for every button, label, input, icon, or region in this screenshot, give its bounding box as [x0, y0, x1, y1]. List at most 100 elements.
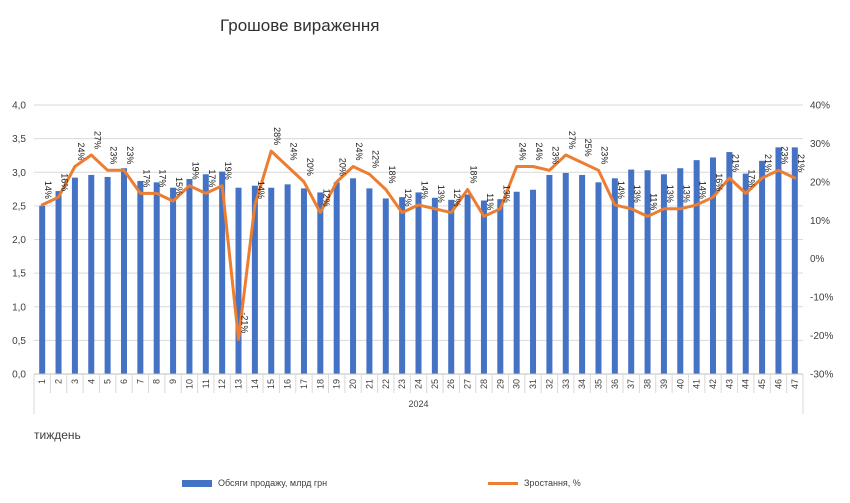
line-series	[40, 149, 797, 341]
bar	[513, 191, 520, 374]
x-tick-label: 30	[512, 379, 522, 389]
data-label: 27%	[567, 131, 577, 149]
x-tick-label: 29	[495, 379, 505, 389]
x-tick-label: 32	[544, 379, 554, 389]
bar	[284, 184, 291, 374]
bar	[595, 182, 602, 374]
x-tick-label: 20	[348, 379, 358, 389]
y-right-axis-ticks: -30% -20% -10% 0% 10% 20% 30% 40%	[810, 101, 833, 381]
x-tick-label: 6	[119, 379, 129, 384]
bar	[153, 182, 160, 374]
data-label: 24%	[289, 142, 299, 160]
line-series-path	[40, 149, 797, 341]
bar	[644, 170, 651, 374]
x-tick-label: 26	[446, 379, 456, 389]
data-label: 13%	[665, 185, 675, 203]
x-tick-label: 45	[757, 379, 767, 389]
legend-item-growth: Зростання, %	[488, 478, 581, 488]
data-label: 21%	[763, 154, 773, 172]
x-tick-label: 31	[528, 379, 538, 389]
data-label: 15%	[174, 177, 184, 195]
bar	[742, 173, 749, 374]
x-tick-label: 3	[70, 379, 80, 384]
bar	[579, 174, 586, 374]
data-labels: 14% 16% 24% 27% 23% 23% 17% 17% 15% 19% 17% 19% -21%…	[43, 127, 806, 333]
bar	[235, 187, 242, 374]
x-group-label: 2024	[408, 399, 428, 409]
y-right-tick-label: 30%	[810, 139, 830, 150]
data-label: 24%	[76, 142, 86, 160]
legend-swatch-bar	[182, 479, 212, 487]
bar	[333, 182, 340, 374]
y-left-tick-label: 2,0	[12, 235, 26, 246]
x-tick-label: 33	[561, 379, 571, 389]
data-label: 16%	[714, 173, 724, 191]
x-tick-label: 22	[381, 379, 391, 389]
x-tick-label: 41	[692, 379, 702, 389]
x-tick-label: 34	[577, 379, 587, 389]
data-label: 11%	[649, 193, 659, 210]
bar	[431, 197, 438, 374]
legend-label-sales: Обсяги продажу, млрд грн	[218, 478, 328, 488]
data-label: 18%	[469, 166, 479, 184]
data-label: 14%	[616, 181, 626, 199]
x-tick-label: 1	[37, 379, 47, 384]
x-tick-label: 37	[626, 379, 636, 389]
x-tick-label: 28	[479, 379, 489, 389]
bar	[251, 185, 258, 374]
x-tick-label: 46	[773, 379, 783, 389]
data-label: 28%	[272, 127, 282, 145]
bar	[366, 188, 373, 374]
data-label: 24%	[518, 142, 528, 160]
x-tick-label: 11	[201, 379, 211, 388]
data-label: 12%	[321, 189, 331, 207]
data-label: 13%	[681, 185, 691, 203]
x-tick-label: 15	[266, 379, 276, 389]
bar	[660, 174, 667, 374]
y-left-axis-ticks: 0,0 0,5 1,0 1,5 2,0 2,5 3,0 3,5 4,0	[12, 101, 26, 381]
x-tick-label: 16	[283, 379, 293, 389]
bar	[775, 147, 782, 374]
x-tick-label: 2	[54, 379, 64, 384]
data-label: 25%	[583, 139, 593, 157]
x-tick-label: 17	[299, 379, 309, 389]
bar	[202, 174, 209, 374]
bar	[710, 157, 717, 374]
bar	[546, 174, 553, 374]
bar	[71, 177, 78, 374]
bar	[186, 178, 193, 374]
bar	[611, 178, 618, 374]
data-label: 18%	[387, 166, 397, 184]
data-label: 19%	[190, 162, 200, 180]
chart-title: Грошове вираження	[220, 16, 380, 35]
data-label: 20%	[338, 158, 348, 176]
bar	[382, 198, 389, 374]
x-axis: 1 2 3 4 5 6 7 8 9 10 11 12 13 14 15 16 17 18 19 20 21 22 23 24 2…	[33, 373, 804, 414]
data-label: 14%	[43, 181, 53, 199]
bar-series	[39, 147, 798, 374]
y-left-tick-label: 3,0	[12, 168, 26, 179]
data-label: 21%	[730, 154, 740, 172]
bar	[120, 168, 127, 374]
x-tick-label: 9	[168, 379, 178, 384]
data-label: 23%	[125, 146, 135, 164]
x-tick-label: 10	[184, 379, 194, 389]
x-tick-label: 19	[332, 379, 342, 389]
x-tick-label: 7	[135, 379, 145, 384]
bar	[562, 172, 569, 374]
bar	[219, 171, 226, 374]
bar	[104, 176, 111, 374]
bar	[677, 168, 684, 374]
data-label: 19%	[223, 162, 233, 180]
data-label: 22%	[370, 150, 380, 168]
bar	[530, 189, 537, 374]
x-tick-label: 36	[610, 379, 620, 389]
data-label: 13%	[632, 185, 642, 203]
y-right-tick-label: -20%	[810, 331, 833, 342]
data-label: 20%	[305, 158, 315, 176]
y-left-tick-label: 2,5	[12, 201, 26, 212]
bar	[300, 188, 307, 374]
x-tick-label: 40	[675, 379, 685, 389]
y-left-tick-label: 4,0	[12, 101, 26, 112]
